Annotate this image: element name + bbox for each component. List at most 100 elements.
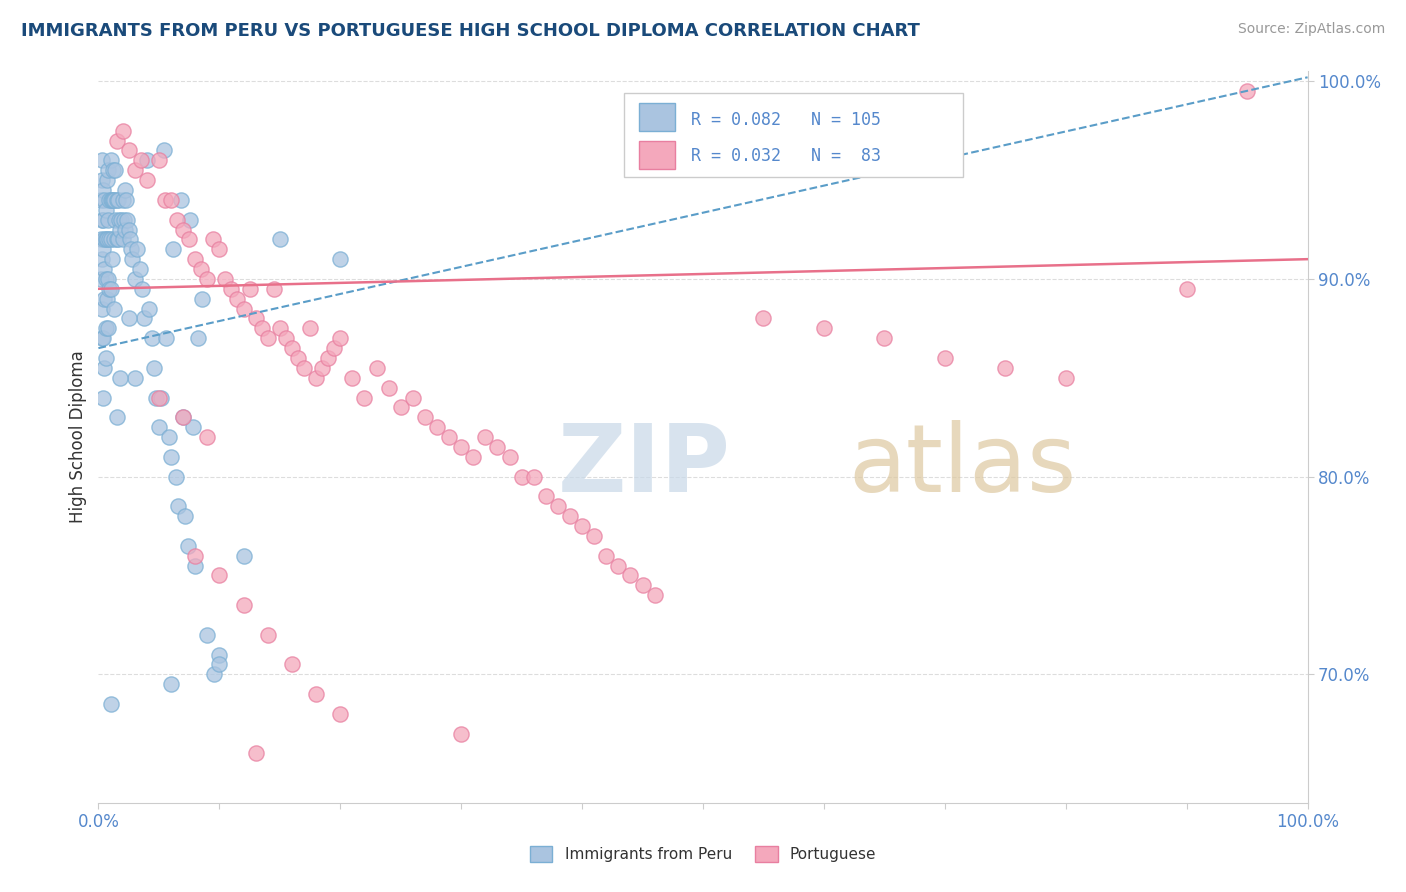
Point: [256, 628, 278, 642]
Point: [366, 360, 388, 375]
Point: [547, 500, 569, 514]
Point: [118, 311, 141, 326]
Point: [644, 588, 666, 602]
Point: [118, 222, 141, 236]
Point: [172, 222, 194, 236]
Point: [93, 262, 115, 277]
Point: [124, 163, 146, 178]
Point: [91, 173, 114, 187]
Point: [93, 193, 115, 207]
Point: [195, 430, 218, 444]
Point: [91, 252, 114, 267]
Point: [121, 252, 143, 267]
Point: [98, 282, 121, 296]
Point: [329, 331, 352, 345]
Point: [510, 469, 533, 483]
Point: [208, 568, 231, 582]
Point: [101, 193, 124, 207]
Point: [152, 144, 174, 158]
Point: [108, 212, 131, 227]
Point: [104, 212, 127, 227]
Point: [162, 242, 184, 256]
Point: [1236, 84, 1258, 98]
Point: [752, 311, 775, 326]
Point: [232, 598, 254, 612]
Point: [281, 341, 304, 355]
Point: [263, 282, 285, 296]
Point: [184, 549, 207, 563]
Point: [558, 509, 581, 524]
Point: [208, 657, 231, 672]
Point: [316, 351, 339, 365]
Point: [486, 440, 509, 454]
Point: [498, 450, 520, 464]
Point: [184, 558, 207, 573]
Point: [111, 193, 134, 207]
Point: [160, 677, 183, 691]
Point: [450, 440, 472, 454]
Point: [571, 519, 593, 533]
Point: [232, 549, 254, 563]
Point: [195, 628, 218, 642]
Point: [117, 212, 139, 227]
Point: [90, 232, 112, 246]
Point: [93, 292, 115, 306]
Point: [167, 500, 190, 514]
Text: R = 0.082   N = 105: R = 0.082 N = 105: [690, 112, 882, 129]
Point: [873, 331, 896, 345]
Point: [103, 301, 125, 316]
Point: [91, 331, 114, 345]
Point: [195, 272, 218, 286]
Point: [329, 706, 352, 721]
Point: [134, 311, 156, 326]
FancyBboxPatch shape: [624, 94, 963, 178]
Point: [583, 529, 606, 543]
Point: [179, 212, 201, 227]
Point: [150, 391, 173, 405]
Point: [204, 667, 226, 681]
Point: [305, 371, 328, 385]
Point: [402, 391, 425, 405]
Point: [90, 193, 112, 207]
Point: [91, 212, 114, 227]
Point: [426, 420, 449, 434]
Text: Source: ZipAtlas.com: Source: ZipAtlas.com: [1237, 22, 1385, 37]
Point: [221, 282, 243, 296]
Point: [103, 193, 125, 207]
Bar: [638, 103, 675, 131]
Point: [226, 292, 249, 306]
Bar: [638, 141, 675, 169]
Point: [463, 450, 485, 464]
Point: [97, 212, 120, 227]
Point: [305, 687, 328, 701]
Point: [239, 282, 262, 296]
Point: [105, 232, 128, 246]
Y-axis label: High School Diploma: High School Diploma: [69, 351, 87, 524]
Point: [127, 242, 149, 256]
Text: atlas: atlas: [848, 420, 1077, 512]
Point: [110, 212, 132, 227]
Point: [208, 242, 231, 256]
Point: [108, 371, 131, 385]
Point: [166, 212, 188, 227]
Point: [96, 173, 118, 187]
Point: [311, 360, 333, 375]
Legend: Immigrants from Peru, Portuguese: Immigrants from Peru, Portuguese: [523, 840, 883, 868]
Point: [96, 292, 118, 306]
Point: [172, 410, 194, 425]
Point: [619, 568, 641, 582]
Point: [153, 193, 176, 207]
Point: [148, 153, 170, 168]
Text: R = 0.032   N =  83: R = 0.032 N = 83: [690, 146, 882, 164]
Point: [1054, 371, 1077, 385]
Point: [105, 410, 128, 425]
Point: [287, 351, 309, 365]
Point: [100, 697, 122, 711]
Point: [474, 430, 496, 444]
Point: [90, 272, 112, 286]
Point: [91, 242, 114, 256]
Point: [135, 153, 157, 168]
Point: [104, 163, 127, 178]
Point: [94, 202, 117, 217]
Point: [148, 391, 170, 405]
